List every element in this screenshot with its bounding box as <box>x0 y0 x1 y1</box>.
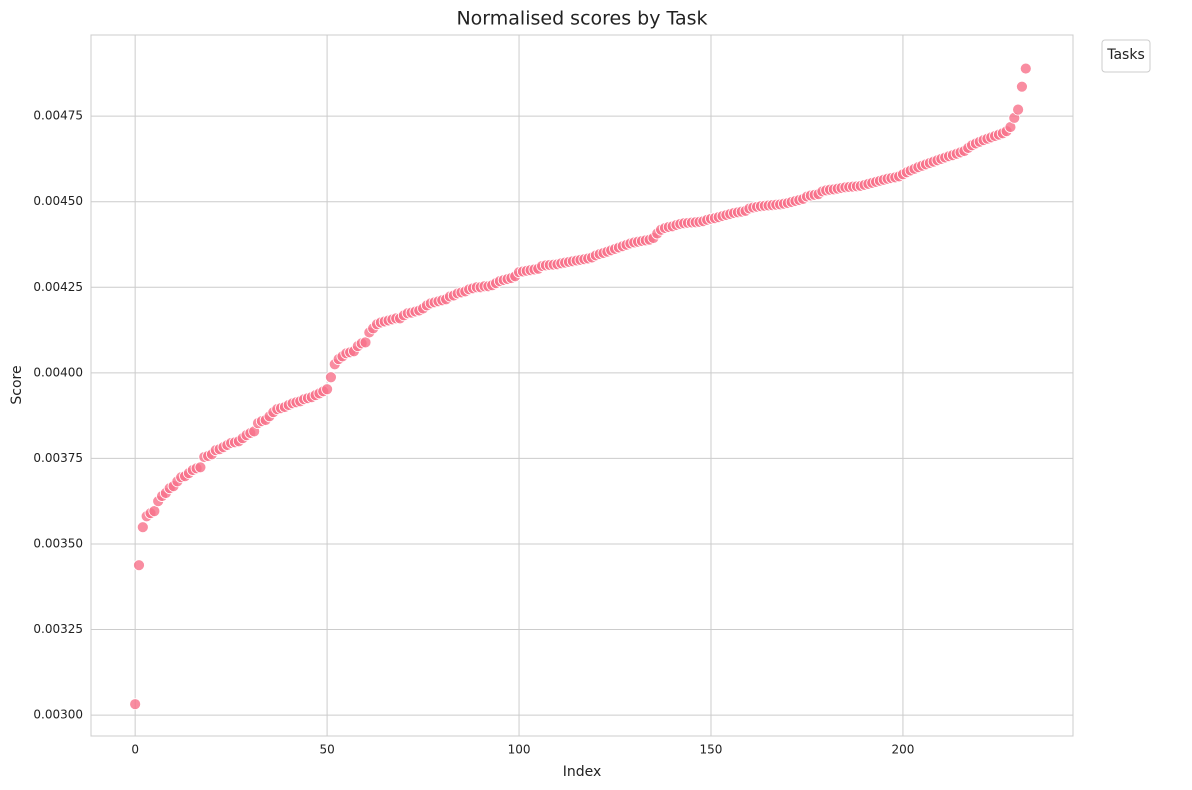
y-tick-label: 0.00450 <box>33 194 83 208</box>
plot-frame <box>90 34 1074 737</box>
point <box>136 521 149 534</box>
x-axis-label: Index <box>563 764 602 780</box>
y-tick-label: 0.00475 <box>33 109 83 123</box>
point <box>1019 62 1032 75</box>
x-tick-label: 200 <box>891 743 914 757</box>
x-tick-label: 50 <box>319 743 334 757</box>
point <box>1016 80 1028 93</box>
point <box>321 383 333 396</box>
y-tick-label: 0.00300 <box>33 708 83 722</box>
chart-title: Normalised scores by Task <box>456 8 707 30</box>
point <box>148 505 161 518</box>
y-tick-label: 0.00350 <box>33 536 83 550</box>
x-tick-label: 150 <box>700 743 723 757</box>
point <box>359 336 372 349</box>
point <box>133 559 145 572</box>
point <box>194 461 207 474</box>
y-tick-label: 0.00325 <box>33 622 83 636</box>
y-tick-label: 0.00400 <box>33 365 83 379</box>
point <box>129 698 142 711</box>
y-tick-label: 0.00425 <box>33 280 83 294</box>
y-tick-label: 0.00375 <box>33 451 83 465</box>
x-tick-label: 0 <box>131 743 139 757</box>
x-tick-label: 100 <box>508 743 531 757</box>
y-axis-label: Score <box>9 365 25 404</box>
legend-box <box>1101 39 1151 73</box>
point <box>325 371 337 384</box>
legend-title: Tasks <box>1106 47 1145 63</box>
points <box>129 62 1032 711</box>
grid <box>91 35 1073 736</box>
point <box>1012 103 1025 116</box>
